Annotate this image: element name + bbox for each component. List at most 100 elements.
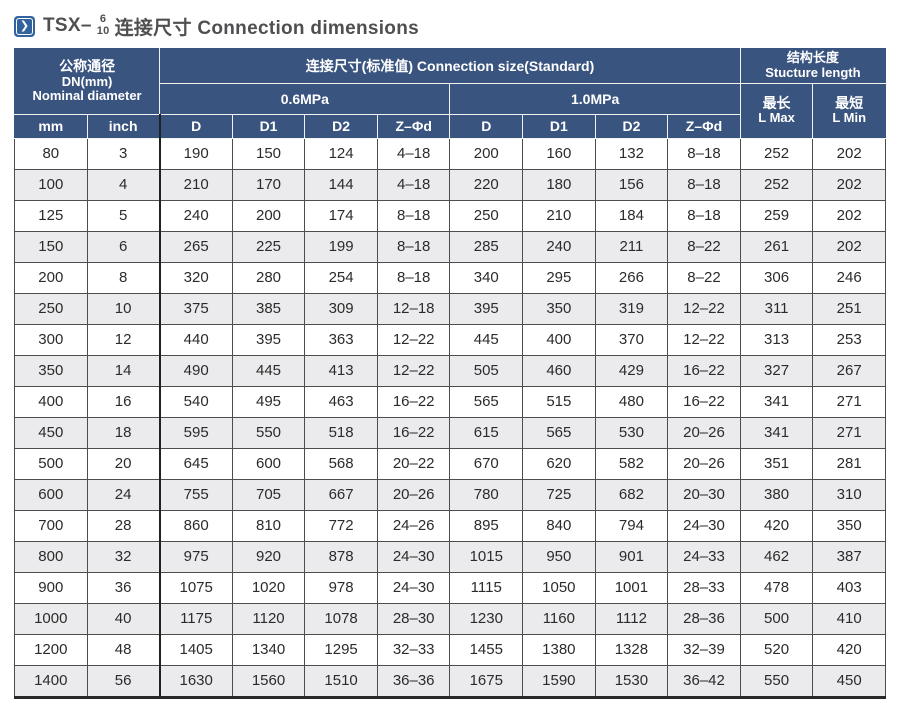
header-structure-length: 结构长度 Stucture length: [739, 48, 887, 84]
cell: 363: [304, 323, 378, 356]
cell: 410: [812, 602, 886, 635]
cell: 1115: [449, 571, 524, 604]
cell: 1175: [159, 602, 233, 635]
cell: 340: [449, 261, 524, 294]
cell: 5: [86, 199, 161, 232]
cell: 266: [594, 261, 669, 294]
cell: 280: [231, 261, 306, 294]
cell: 220: [449, 168, 524, 201]
cell: 309: [304, 292, 378, 325]
table-row: 1000 40 1175 1120 1078 28–30 1230 1160 1112 28–36…: [14, 602, 886, 635]
cell: 1590: [522, 664, 596, 699]
cell: 1295: [304, 633, 378, 666]
cell: 4: [86, 168, 161, 201]
cell: 450: [812, 664, 886, 699]
cell: 4–18: [376, 137, 451, 170]
cell: 211: [594, 230, 669, 263]
cell: 250: [449, 199, 524, 232]
cell: 28–36: [667, 602, 741, 635]
page-title: ❯ TSX– 6 10 连接尺寸 Connection dimensions: [14, 9, 886, 43]
cell: 261: [739, 230, 814, 263]
cell: 132: [594, 137, 669, 170]
cell: 310: [812, 478, 886, 511]
cell: 271: [812, 385, 886, 418]
cell: 1120: [231, 602, 306, 635]
cell: 252: [739, 137, 814, 170]
cell: 1001: [594, 571, 669, 604]
cell: 600: [231, 447, 306, 480]
cell: 20: [86, 447, 161, 480]
cell: 395: [449, 292, 524, 325]
table-row: 500 20 645 600 568 20–22 670 620 582 20–26 351 281: [14, 447, 886, 480]
cell: 429: [594, 354, 669, 387]
cell: 8–18: [667, 168, 741, 201]
cell: 28: [86, 509, 161, 542]
table-row: 700 28 860 810 772 24–26 895 840 794 24–30 420 350: [14, 509, 886, 542]
cell: 505: [449, 354, 524, 387]
cell: 252: [739, 168, 814, 201]
cell: 36–42: [667, 664, 741, 699]
cell: 300: [14, 323, 88, 356]
cell: 24: [86, 478, 161, 511]
cell: 900: [14, 571, 88, 604]
cell: 56: [86, 664, 161, 699]
cell: 495: [231, 385, 306, 418]
cell: 20–26: [667, 447, 741, 480]
table-row: 150 6 265 225 199 8–18 285 240 211 8–22 261 202: [14, 230, 886, 263]
cell: 500: [739, 602, 814, 635]
cell: 341: [739, 385, 814, 418]
cell: 254: [304, 261, 378, 294]
cell: 16–22: [667, 354, 741, 387]
header-10-d2: D2: [594, 113, 669, 139]
cell: 1075: [159, 571, 233, 604]
header-unit-inch: inch: [86, 113, 161, 139]
cell: 350: [522, 292, 596, 325]
cell: 124: [304, 137, 378, 170]
cell: 24–26: [376, 509, 451, 542]
cell: 319: [594, 292, 669, 325]
cell: 800: [14, 540, 88, 573]
table-row: 100 4 210 170 144 4–18 220 180 156 8–18 252 202: [14, 168, 886, 201]
cell: 975: [159, 540, 233, 573]
cell: 150: [231, 137, 306, 170]
cell: 1560: [231, 664, 306, 699]
cell: 267: [812, 354, 886, 387]
cell: 16–22: [376, 416, 451, 449]
cell: 265: [159, 230, 233, 263]
cell: 20–22: [376, 447, 451, 480]
header-06-d: D: [159, 113, 233, 139]
table-row: 800 32 975 920 878 24–30 1015 950 901 24–33 462 387: [14, 540, 886, 573]
cell: 8–18: [376, 199, 451, 232]
cell: 1020: [231, 571, 306, 604]
cell: 550: [739, 664, 814, 699]
cell: 1455: [449, 633, 524, 666]
cell: 295: [522, 261, 596, 294]
cell: 8–22: [667, 230, 741, 263]
cell: 445: [231, 354, 306, 387]
cell: 1328: [594, 633, 669, 666]
cell: 12–22: [667, 323, 741, 356]
cell: 445: [449, 323, 524, 356]
cell: 582: [594, 447, 669, 480]
cell: 520: [739, 633, 814, 666]
cell: 462: [739, 540, 814, 573]
header-06-d2: D2: [304, 113, 378, 139]
cell: 725: [522, 478, 596, 511]
cell: 380: [739, 478, 814, 511]
cell: 1675: [449, 664, 524, 699]
cell: 1510: [304, 664, 378, 699]
cell: 184: [594, 199, 669, 232]
cell: 210: [522, 199, 596, 232]
cell: 1400: [14, 664, 88, 699]
cell: 246: [812, 261, 886, 294]
cell: 420: [739, 509, 814, 542]
cell: 1630: [159, 664, 233, 699]
cell: 24–30: [376, 540, 451, 573]
cell: 36–36: [376, 664, 451, 699]
cell: 199: [304, 230, 378, 263]
cell: 350: [812, 509, 886, 542]
cell: 400: [14, 385, 88, 418]
table-row: 450 18 595 550 518 16–22 615 565 530 20–26 341 271: [14, 416, 886, 449]
header-pressure-1.0mpa: 1.0MPa: [449, 82, 741, 115]
